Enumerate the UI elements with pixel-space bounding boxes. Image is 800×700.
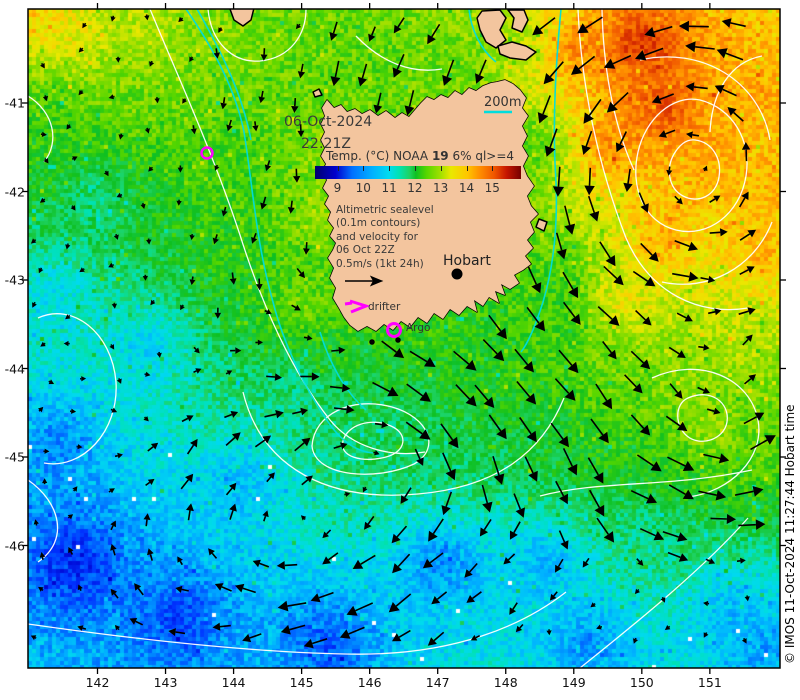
y-tick-label: -42 — [4, 184, 25, 199]
info-line: 0.5m/s (1kt 24h) — [336, 257, 424, 270]
x-tick-label: 151 — [697, 675, 722, 690]
colorbar-label-post: 6% ql>=4 — [448, 149, 515, 163]
maria-island — [535, 218, 548, 232]
king-island — [229, 9, 255, 27]
datetime-line2: 22:21Z — [301, 136, 351, 152]
argo-marker-west — [200, 146, 214, 160]
colorbar-label-pre: Temp. (°C) NOAA — [326, 149, 432, 163]
y-tick-label: -46 — [4, 538, 25, 553]
colorbar-tick-label: 15 — [484, 181, 500, 195]
islet-south-1 — [369, 339, 375, 345]
info-line: 06 Oct 22Z — [336, 244, 395, 257]
islet-south-2 — [395, 337, 401, 343]
info-line: and velocity for — [336, 230, 418, 243]
colorbar-tick-label: 10 — [355, 181, 371, 195]
argo-label: Argo — [406, 322, 431, 334]
x-tick-label: 146 — [357, 675, 382, 690]
x-tick-label: 145 — [289, 675, 314, 690]
tasmania-landmass — [320, 79, 539, 332]
altimetry-info-text: Altimetric sealevel (0.1m contours) and … — [336, 204, 434, 271]
x-tick-label: 149 — [561, 675, 586, 690]
colorbar-tick-mark — [389, 166, 391, 171]
land-group — [229, 9, 548, 345]
colorbar-tick-mark — [466, 166, 468, 171]
colorbar-tick-label: 9 — [333, 181, 342, 195]
cape-barren-island — [497, 41, 537, 61]
colorbar-tick-label: 13 — [433, 181, 449, 195]
x-tick-label: 147 — [425, 675, 450, 690]
colorbar-tick-mark — [337, 166, 339, 171]
colorbar-tick-label: 11 — [381, 181, 397, 195]
y-tick-label: -45 — [4, 449, 25, 465]
flinders-island — [476, 9, 507, 49]
drifter-track — [344, 299, 371, 314]
hobart-dot — [451, 268, 463, 280]
sealevel-contours — [28, 9, 773, 668]
copyright-timestamp: © IMOS 11-Oct-2024 11:27:44 Hobart time — [783, 404, 797, 664]
depth-200m-label: 200m — [484, 95, 522, 110]
colorbar-tick-label: 12 — [407, 181, 423, 195]
colorbar-tick-mark — [440, 166, 442, 171]
x-tick-label: 148 — [493, 675, 518, 690]
temperature-colorbar — [315, 166, 521, 179]
velocity-arrows — [30, 14, 776, 649]
x-tick-label: 144 — [221, 675, 246, 690]
colorbar-label-satellite: 19 — [431, 149, 449, 163]
y-tick-label: -44 — [4, 361, 25, 376]
colorbar-tick-mark — [492, 166, 494, 171]
y-tick-label: -43 — [4, 272, 25, 288]
velocity-scale-arrow — [345, 275, 384, 287]
x-tick-label: 142 — [85, 675, 110, 690]
colorbar-tick-mark — [363, 166, 365, 171]
colorbar-label: Temp. (°C) NOAA 19 6% ql>=4 — [326, 149, 514, 163]
colorbar-tick-labels: 9 10 11 12 13 14 15 — [315, 181, 521, 195]
datetime-line1: 06-Oct-2024 — [284, 114, 373, 130]
y-tick-label: -41 — [4, 95, 25, 111]
plot-border — [27, 8, 781, 669]
x-tick-label: 150 — [629, 675, 654, 690]
axis-ticks — [22, 3, 786, 674]
argo-marker — [386, 322, 402, 338]
drifter-label: drifter — [368, 301, 401, 313]
colorbar-tick-mark — [414, 166, 416, 171]
info-line: Altimetric sealevel — [336, 204, 434, 216]
flinders-island-east — [507, 9, 529, 33]
hobart-label: Hobart — [443, 253, 491, 269]
x-tick-label: 143 — [153, 675, 178, 690]
colorbar-tick-label: 14 — [458, 181, 475, 195]
islet-nw — [312, 88, 323, 98]
info-line: (0.1m contours) — [336, 217, 421, 230]
